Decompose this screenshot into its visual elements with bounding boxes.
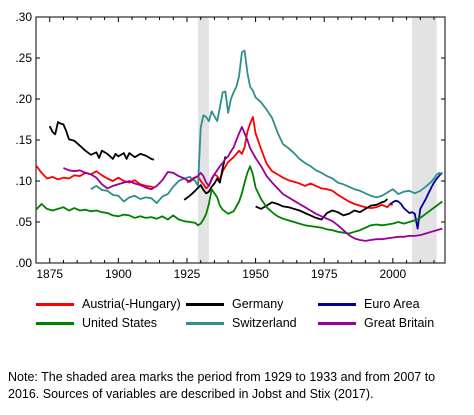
x-tick-label: 1950 [242, 267, 269, 281]
legend-item-switzerland: Switzerland [186, 315, 318, 331]
legend-swatch-austria [36, 302, 74, 306]
series-line-united-states [35, 165, 443, 235]
legend-label-austria: Austria(-Hungary) [82, 297, 181, 311]
y-tick-label: .30 [15, 10, 32, 24]
legend-swatch-euro-area [318, 302, 356, 306]
y-tick-label: .25 [15, 51, 32, 65]
legend-label-united-states: United States [82, 316, 158, 330]
y-tick-label: .10 [15, 174, 32, 188]
legend-item-great-britain: Great Britain [318, 315, 448, 331]
plot-frame [35, 16, 446, 264]
series-line-great-britain [63, 126, 443, 242]
series-line-euro-area [389, 172, 443, 230]
x-tick-label: 2000 [379, 267, 406, 281]
chart: .00 .05 .10 .15 .20 .25 .30 1875 1900 1925 1950 197… [15, 10, 446, 281]
legend-label-switzerland: Switzerland [232, 316, 297, 330]
legend-item-austria: Austria(-Hungary) [36, 296, 186, 312]
legend-item-euro-area: Euro Area [318, 296, 448, 312]
legend-label-germany: Germany [232, 297, 284, 311]
x-tick-label: 1875 [36, 267, 63, 281]
legend-swatch-great-britain [318, 321, 356, 325]
x-tick-label: 1925 [174, 267, 201, 281]
legend-item-germany: Germany [186, 296, 318, 312]
legend-swatch-switzerland [186, 321, 224, 325]
legend-item-united-states: United States [36, 315, 186, 331]
figure-note: Note: The shaded area marks the period f… [8, 370, 436, 401]
legend-label-great-britain: Great Britain [364, 316, 435, 330]
legend-swatch-united-states [36, 321, 74, 325]
legend: Austria(-Hungary) Germany Euro Area Unit… [36, 296, 456, 331]
x-tick-label: 1975 [311, 267, 338, 281]
shaded-period-1 [197, 17, 209, 263]
series-line-germany [48, 121, 388, 221]
legend-swatch-germany [186, 302, 224, 306]
y-tick-label: .00 [15, 256, 32, 270]
shaded-period-2 [412, 17, 437, 263]
y-tick-label: .20 [15, 92, 32, 106]
y-tick-label: .15 [15, 133, 32, 147]
legend-label-euro-area: Euro Area [364, 297, 420, 311]
y-tick-label: .05 [15, 215, 32, 229]
x-tick-label: 1900 [105, 267, 132, 281]
series-line-switzerland [90, 49, 443, 204]
